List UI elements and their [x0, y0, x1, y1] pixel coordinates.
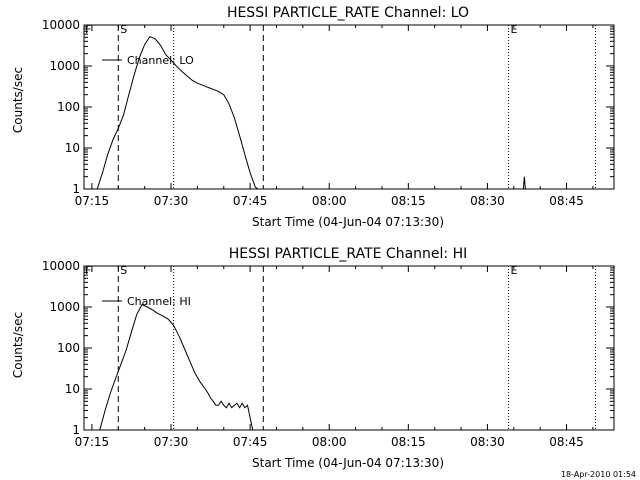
y-tick-label: 1 [72, 182, 80, 196]
chart-title-hi: HESSI PARTICLE_RATE Channel: HI [229, 246, 467, 262]
x-tick-label: 08:00 [312, 194, 347, 208]
y-axis-label-lo: Counts/sec [11, 67, 25, 133]
x-tick-label: 08:30 [470, 194, 505, 208]
series-line [99, 303, 254, 431]
y-tick-label: 10000 [42, 259, 80, 273]
footer-timestamp: 18-Apr-2010 01:54 [561, 470, 636, 479]
y-tick-label: 100 [57, 100, 80, 114]
marker-label: S [120, 23, 127, 36]
x-tick-label: 07:15 [75, 194, 110, 208]
x-tick-label: 08:15 [391, 194, 426, 208]
y-axis-label-hi: Counts/sec [11, 312, 25, 378]
x-tick-label: 07:15 [75, 435, 110, 449]
marker-label: E [511, 264, 518, 277]
spike-mark [522, 176, 526, 190]
legend-label: Channel: LO [127, 54, 194, 67]
legend-label: Channel: HI [127, 295, 191, 308]
chart-panel-hi: 07:15 07:30 07:45 08:00 08:15 08:30 08:45 1 10 10… [42, 259, 615, 449]
plot-frame [83, 265, 615, 431]
y-tick-label: 10 [65, 141, 80, 155]
chart-title-lo: HESSI PARTICLE_RATE Channel: LO [227, 5, 469, 21]
y-tick-label: 100 [57, 341, 80, 355]
x-tick-label: 07:30 [154, 194, 189, 208]
x-tick-label: 08:00 [312, 435, 347, 449]
x-tick-label: 08:30 [470, 435, 505, 449]
marker-label: E [511, 23, 518, 36]
y-tick-label: 10000 [42, 18, 80, 32]
x-tick-label: 08:45 [549, 194, 584, 208]
x-tick-label: 07:30 [154, 435, 189, 449]
y-tick-label: 1000 [49, 59, 80, 73]
x-tick-label: 07:45 [233, 194, 268, 208]
x-tick-label: 08:15 [391, 435, 426, 449]
y-tick-label: 10 [65, 382, 80, 396]
x-tick-label: 07:45 [233, 435, 268, 449]
plot-frame [83, 24, 615, 190]
series-line [96, 35, 259, 190]
y-tick-label: 1000 [49, 300, 80, 314]
x-tick-label: 08:45 [549, 435, 584, 449]
x-axis-label-lo: Start Time (04-Jun-04 07:13:30) [252, 215, 444, 229]
marker-label: F [85, 264, 91, 277]
y-tick-label: 1 [72, 423, 80, 437]
marker-label: F [85, 23, 91, 36]
x-axis-label-hi: Start Time (04-Jun-04 07:13:30) [252, 456, 444, 470]
marker-label: S [120, 264, 127, 277]
chart-panel-lo: 07:15 07:30 07:45 08:00 08:15 08:30 08:45 1 10 10… [42, 18, 615, 208]
